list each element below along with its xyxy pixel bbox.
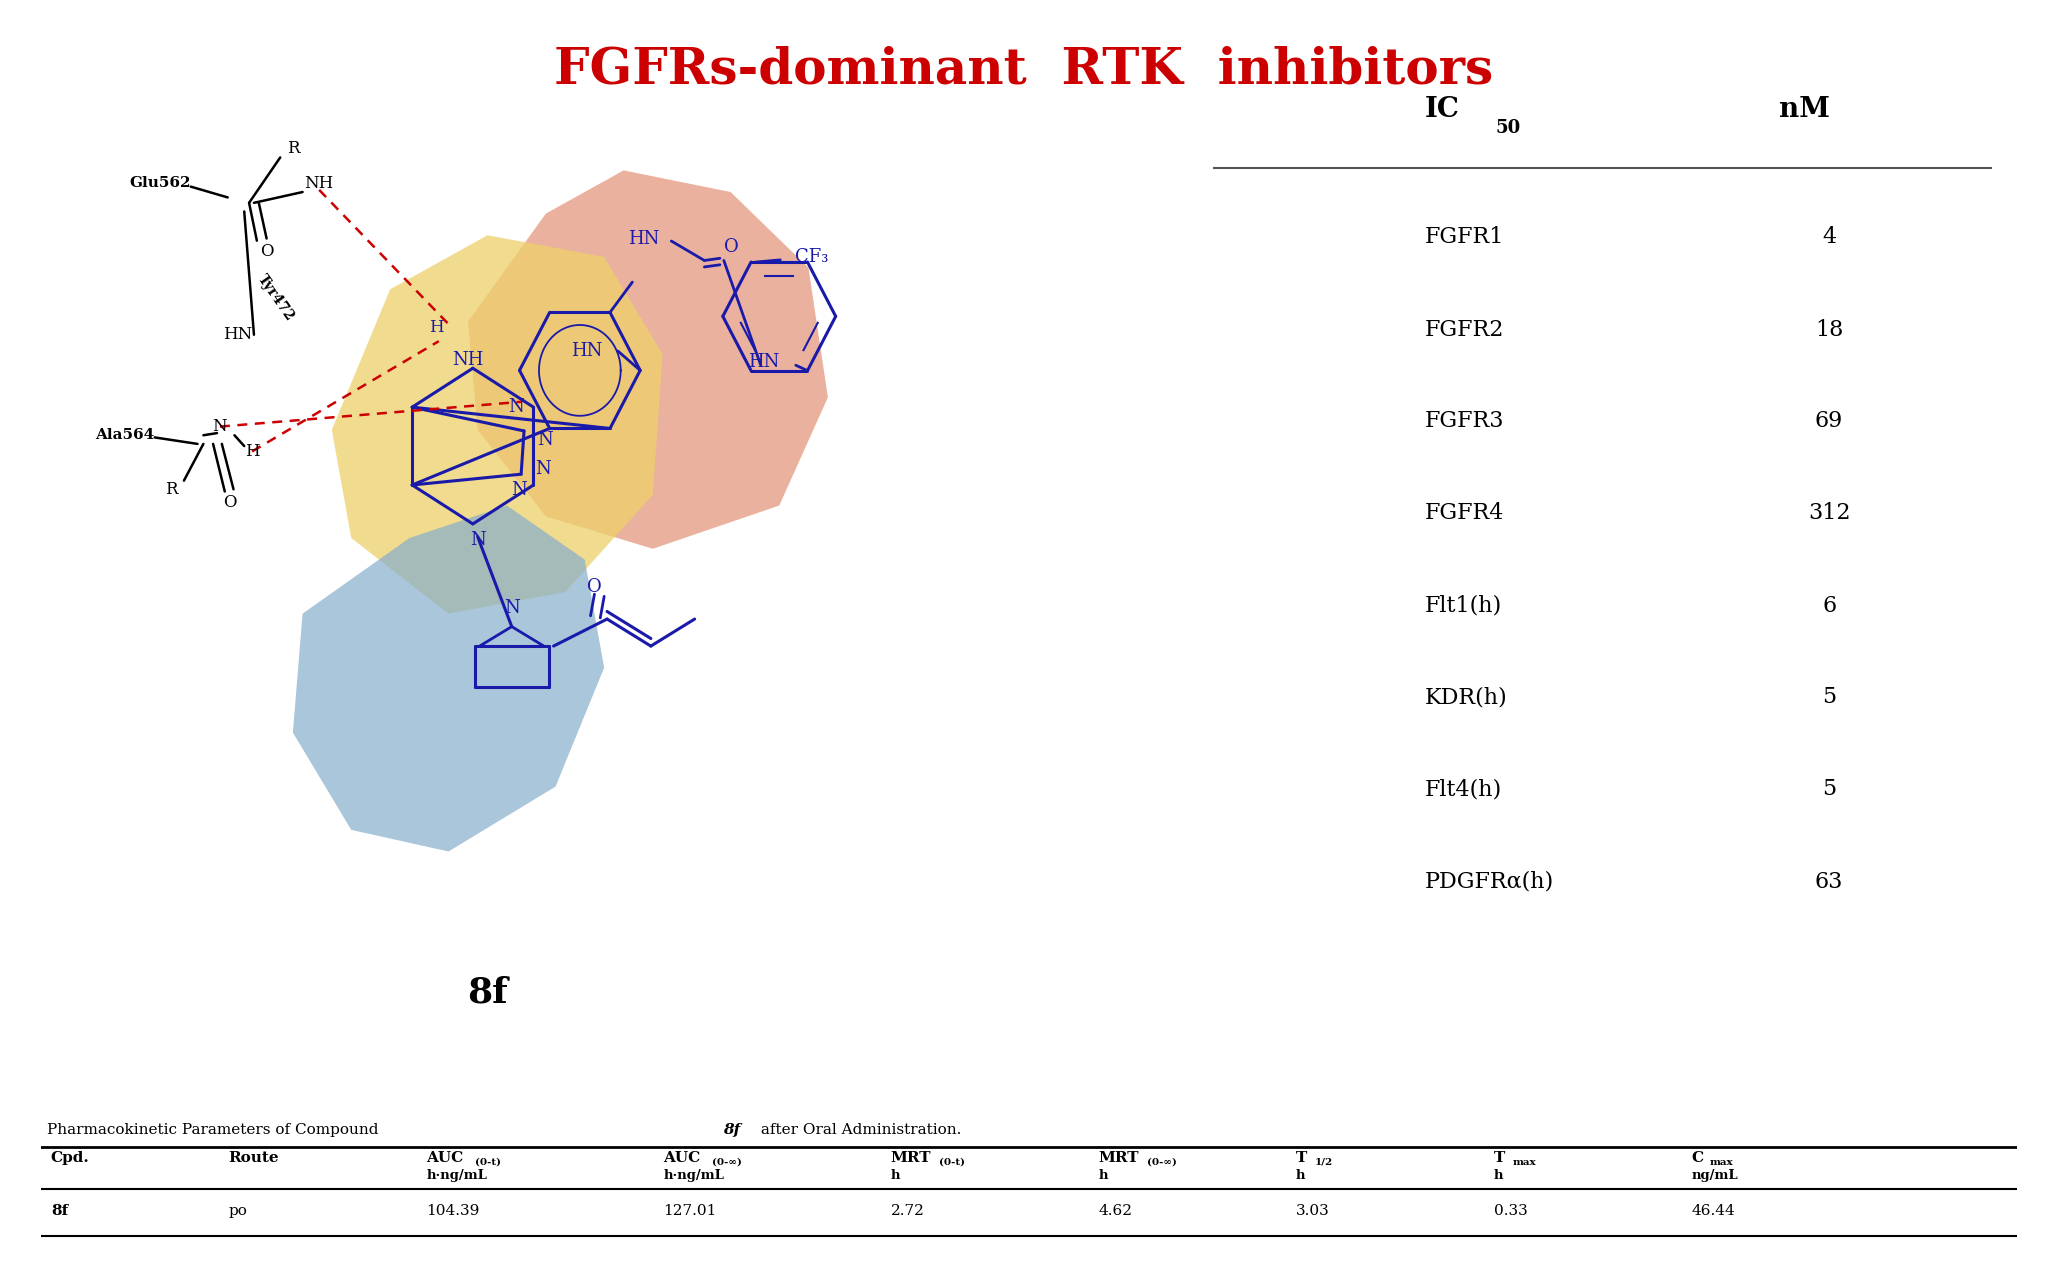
Text: PDGFRα(h): PDGFRα(h) [1425,871,1554,893]
Text: FGFR3: FGFR3 [1425,411,1503,432]
Text: MRT: MRT [1098,1152,1139,1165]
Text: KDR(h): KDR(h) [1425,686,1507,708]
Text: O: O [260,243,272,260]
Text: HN: HN [223,326,252,344]
Text: N: N [512,481,526,499]
Text: (0-t): (0-t) [940,1158,965,1167]
Text: FGFR4: FGFR4 [1425,502,1503,524]
Text: 46.44: 46.44 [1692,1205,1735,1219]
Polygon shape [332,236,662,614]
Text: AUC: AUC [664,1152,700,1165]
Text: HN: HN [629,230,659,248]
Text: h: h [1296,1170,1305,1183]
Text: FGFRs-dominant  RTK  inhibitors: FGFRs-dominant RTK inhibitors [555,45,1493,94]
Text: HN: HN [571,342,602,360]
Text: 1/2: 1/2 [1315,1158,1333,1167]
Text: 104.39: 104.39 [426,1205,479,1219]
Text: N: N [535,459,551,477]
Text: H: H [428,319,442,336]
Text: (0-t): (0-t) [475,1158,502,1167]
Text: 8f: 8f [467,976,508,1009]
Text: H: H [244,443,260,459]
Text: IC: IC [1425,97,1460,124]
Polygon shape [467,170,827,548]
Text: after Oral Administration.: after Oral Administration. [756,1122,963,1136]
Text: 3.03: 3.03 [1296,1205,1329,1219]
Text: Route: Route [229,1152,279,1165]
Text: CF₃: CF₃ [795,247,827,265]
Text: 5: 5 [1823,686,1837,708]
Text: h·ng/mL: h·ng/mL [426,1170,487,1183]
Text: 18: 18 [1815,319,1843,341]
Text: MRT: MRT [891,1152,932,1165]
Text: 4: 4 [1823,227,1837,248]
Text: 5: 5 [1823,779,1837,801]
Text: R: R [287,140,299,157]
Text: Pharmacokinetic Parameters of Compound: Pharmacokinetic Parameters of Compound [47,1122,383,1136]
Text: h: h [1098,1170,1108,1183]
Text: 50: 50 [1495,118,1522,136]
Text: N: N [537,431,553,449]
Text: max: max [1511,1158,1536,1167]
Text: Ala564: Ala564 [96,429,156,443]
Text: 69: 69 [1815,411,1843,432]
Text: Flt4(h): Flt4(h) [1425,779,1501,801]
Text: O: O [725,238,739,256]
Text: ng/mL: ng/mL [1692,1170,1739,1183]
Text: NH: NH [305,175,334,192]
Text: C: C [1692,1152,1704,1165]
Text: AUC: AUC [426,1152,463,1165]
Polygon shape [293,506,604,852]
Text: h·ng/mL: h·ng/mL [664,1170,725,1183]
Text: h: h [891,1170,901,1183]
Text: max: max [1710,1158,1733,1167]
Text: T: T [1493,1152,1505,1165]
Text: R: R [166,481,178,498]
Text: N: N [508,398,524,416]
Text: T: T [1296,1152,1307,1165]
Text: 8f: 8f [723,1122,739,1136]
Text: Tyr472: Tyr472 [254,272,297,324]
Text: Glu562: Glu562 [129,176,190,190]
Text: 63: 63 [1815,871,1843,893]
Text: (0-∞): (0-∞) [1147,1158,1178,1167]
Text: FGFR2: FGFR2 [1425,319,1503,341]
Text: 8f: 8f [51,1205,68,1219]
Text: NH: NH [453,350,483,368]
Text: 312: 312 [1808,502,1849,524]
Text: nM: nM [1780,97,1831,124]
Text: N: N [213,418,227,435]
Text: FGFR1: FGFR1 [1425,227,1503,248]
Text: 127.01: 127.01 [664,1205,717,1219]
Text: h: h [1493,1170,1503,1183]
Text: HN: HN [748,353,780,371]
Text: 0.33: 0.33 [1493,1205,1528,1219]
Text: Flt1(h): Flt1(h) [1425,595,1501,616]
Text: N: N [504,600,520,618]
Text: 6: 6 [1823,595,1837,616]
Text: (0-∞): (0-∞) [713,1158,741,1167]
Text: O: O [223,494,236,511]
Text: O: O [588,578,602,596]
Text: Cpd.: Cpd. [51,1152,90,1165]
Text: 4.62: 4.62 [1098,1205,1133,1219]
Text: po: po [229,1205,248,1219]
Text: 2.72: 2.72 [891,1205,924,1219]
Text: N: N [469,532,485,550]
